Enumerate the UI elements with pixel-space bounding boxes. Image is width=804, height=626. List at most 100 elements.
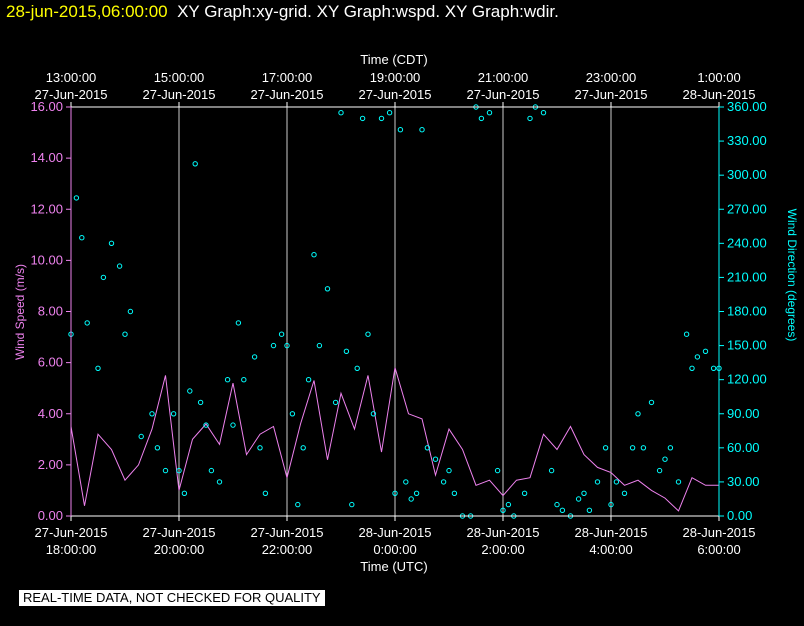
wind-direction-point [540, 110, 547, 116]
wind-direction-point [176, 467, 182, 474]
wind-direction-point [370, 411, 377, 417]
y-tick-label-right: 240.00 [727, 235, 767, 250]
wind-direction-point [224, 377, 231, 383]
wind-direction-point [710, 365, 717, 371]
wind-speed-series [70, 367, 719, 512]
wind-direction-point [635, 411, 641, 417]
wind-direction-point [478, 115, 485, 122]
wind-direction-point [208, 467, 215, 474]
wind-direction-point [354, 365, 360, 371]
x-tick-label-top-date: 27-Jun-2015 [575, 87, 648, 102]
wind-direction-point [527, 115, 533, 122]
wind-direction-point [73, 195, 80, 201]
wind-direction-point [270, 342, 277, 349]
wind-direction-point [235, 320, 242, 326]
x-tick-label-top-date: 27-Jun-2015 [359, 87, 432, 102]
wind-direction-point [216, 479, 223, 485]
timestamp: 28-jun-2015,06:00:00 [6, 2, 168, 21]
wind-direction-point [451, 490, 458, 496]
wind-direction-point [392, 490, 398, 496]
wind-direction-point [257, 445, 263, 451]
x-tick-label-top-time: 21:00:00 [478, 70, 529, 85]
wind-direction-point [197, 399, 204, 406]
x-tick-label-top-date: 27-Jun-2015 [467, 87, 540, 102]
wind-direction-point [500, 507, 506, 513]
y-tick-label-right: 90.00 [727, 406, 760, 421]
wind-direction-point [397, 127, 404, 133]
wind-direction-point [305, 377, 312, 383]
wind-direction-point [662, 456, 668, 462]
x-tick-label-bottom-date: 27-Jun-2015 [143, 525, 216, 540]
wind-direction-point [359, 115, 366, 122]
y-tick-label-right: 330.00 [727, 133, 767, 148]
wind-direction-point [586, 507, 593, 513]
wind-direction-point [162, 467, 169, 474]
x-tick-label-top-date: 27-Jun-2015 [35, 87, 108, 102]
wind-direction-point [324, 286, 331, 292]
x-tick-label-top-time: 13:00:00 [46, 70, 97, 85]
wind-direction-point [432, 456, 439, 462]
y-tick-label-left: 6.00 [38, 355, 63, 370]
y-tick-label-right: 210.00 [727, 269, 767, 284]
x-tick-label-top-date: 27-Jun-2015 [143, 87, 216, 102]
wind-direction-point [108, 240, 115, 247]
wind-direction-point [316, 342, 323, 349]
wind-direction-point [608, 501, 614, 508]
wind-speed-line [70, 367, 719, 512]
wind-direction-point [349, 501, 355, 508]
y-tick-label-right: 30.00 [727, 474, 760, 489]
y-axis-label-right: Wind Direction (degrees) [785, 209, 799, 342]
wind-direction-point [365, 331, 371, 337]
wind-direction-point [187, 388, 193, 394]
wind-direction-point [602, 445, 609, 451]
wind-direction-point [230, 422, 236, 428]
wind-direction-point [419, 127, 425, 133]
x-tick-label-top-date: 28-Jun-2015 [683, 87, 756, 102]
wind-direction-point [170, 411, 177, 417]
wind-direction-point [494, 467, 501, 474]
x-tick-label-bottom-date: 28-Jun-2015 [467, 525, 540, 540]
wind-direction-point [262, 490, 269, 496]
axes [66, 102, 724, 521]
wind-direction-point [548, 467, 555, 474]
axis-labels: Time (CDT) Time (UTC) Wind Speed (m/s) W… [13, 52, 799, 574]
wind-direction-point [424, 445, 431, 451]
wind-direction-point [683, 331, 690, 337]
wind-direction-point [581, 490, 587, 496]
wind-direction-point [656, 467, 663, 474]
x-tick-label-bottom-time: 18:00:00 [46, 542, 97, 557]
wind-direction-point [521, 490, 528, 496]
wind-direction-point [95, 365, 101, 371]
wind-direction-point [702, 348, 709, 354]
y-tick-label-left: 16.00 [30, 99, 63, 114]
header-title-bar: 28-jun-2015,06:00:00 XY Graph:xy-grid. X… [6, 2, 559, 22]
wind-direction-point [613, 479, 620, 485]
x-axis-label-top: Time (CDT) [360, 52, 427, 67]
wind-direction-point [251, 354, 258, 360]
wind-direction-point [138, 433, 144, 440]
wind-direction-point [575, 496, 582, 502]
x-tick-label-bottom-time: 0:00:00 [373, 542, 416, 557]
y-tick-label-left: 0.00 [38, 508, 63, 523]
graph-title: XY Graph:xy-grid. XY Graph:wspd. XY Grap… [177, 2, 559, 21]
x-tick-label-top-time: 15:00:00 [154, 70, 205, 85]
x-tick-label-bottom-time: 6:00:00 [697, 542, 740, 557]
wind-direction-point [311, 252, 317, 258]
wind-direction-point [505, 501, 512, 508]
y-tick-label-left: 4.00 [38, 406, 63, 421]
wind-direction-point [84, 320, 90, 326]
wind-direction-point [629, 445, 636, 451]
y-tick-label-right: 180.00 [727, 304, 767, 319]
wind-direction-series [68, 104, 722, 519]
wind-direction-point [278, 331, 285, 337]
wind-direction-point [559, 507, 566, 513]
y-tick-label-right: 150.00 [727, 338, 767, 353]
wind-direction-point [289, 411, 296, 417]
y-tick-label-right: 0.00 [727, 508, 752, 523]
wind-direction-point [154, 445, 161, 451]
x-tick-label-top-date: 27-Jun-2015 [251, 87, 324, 102]
y-tick-label-right: 360.00 [727, 99, 767, 114]
wind-direction-point [648, 399, 655, 406]
wind-direction-point [594, 479, 601, 485]
wind-direction-point [241, 377, 247, 383]
